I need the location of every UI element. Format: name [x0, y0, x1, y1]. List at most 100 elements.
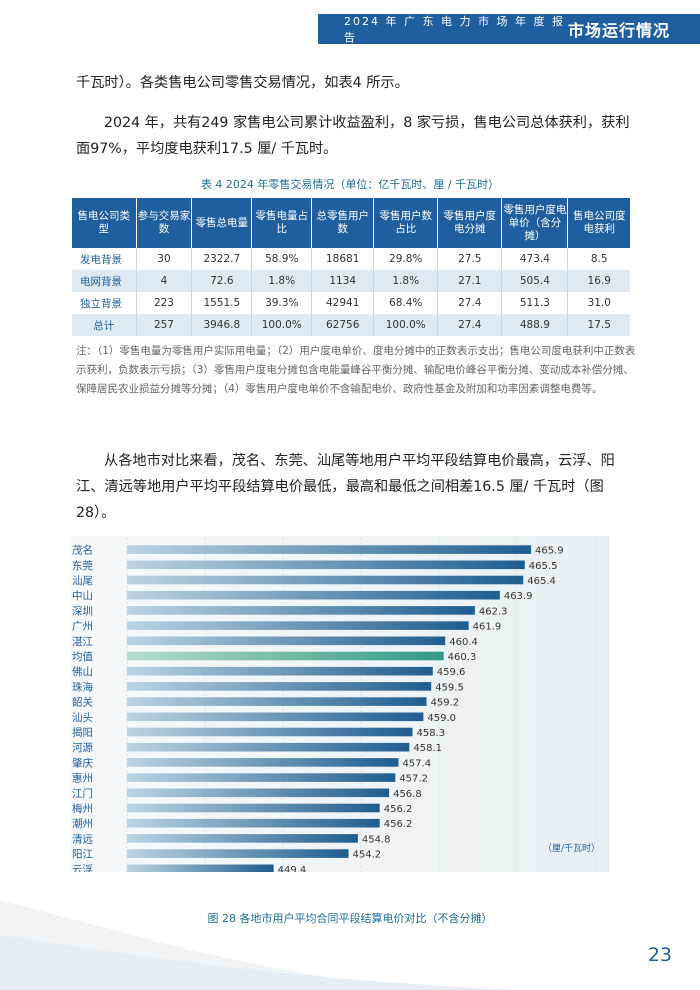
data-label: 459.2: [431, 698, 460, 709]
table-cell: 27.4: [437, 292, 503, 314]
table-cell: 30: [136, 248, 193, 270]
bar: [127, 575, 524, 585]
table-row: 电网背景 4 72.6 1.8% 1134 1.8% 27.1 505.4 16…: [72, 270, 630, 292]
table-header-cell: 总零售用户数: [311, 198, 375, 248]
bar: [127, 818, 380, 828]
table-header-cell: 售电公司度电获利: [567, 198, 630, 248]
bar: [127, 636, 446, 646]
bar: [127, 758, 399, 767]
bar: [127, 742, 410, 752]
data-label: 456.2: [384, 804, 413, 815]
table-cell: 16.9: [567, 270, 630, 292]
table-cell: 505.4: [501, 270, 569, 292]
table-cell: 电网背景: [72, 270, 137, 292]
price-bar-chart-container: 茂名 465.9 东莞 465.5 汕尾 465.4 中山 463.9 深圳 462.3 广州 461…: [70, 532, 630, 897]
table-header-cell: 售电公司类型: [72, 198, 137, 248]
data-label: 454.8: [362, 834, 391, 845]
bar: [127, 864, 274, 874]
table-cell: 257: [136, 314, 193, 336]
category-label: 揭阳: [72, 726, 93, 739]
category-label: 梅州: [72, 802, 93, 815]
category-label: 云浮: [72, 864, 93, 872]
table-cell: 223: [136, 292, 193, 314]
data-label: 449.4: [278, 865, 307, 872]
category-label: 佛山: [72, 665, 93, 678]
bar: [127, 606, 475, 615]
table-cell: 39.3%: [251, 292, 313, 314]
category-label: 河源: [72, 741, 93, 754]
bar: [127, 560, 525, 570]
category-label: 韶关: [72, 696, 93, 709]
bar: [127, 682, 432, 691]
bar: [127, 697, 427, 706]
data-label: 462.3: [479, 606, 508, 617]
bar: [127, 621, 469, 630]
bar: [127, 834, 358, 843]
section-title: 市场运行情况: [568, 21, 671, 40]
report-title: 2024 年 广 东 电 力 市 场 年 度 报 告: [344, 15, 565, 44]
table-row: 独立背景 223 1551.5 39.3% 42941 68.4% 27.4 5…: [72, 292, 630, 314]
data-label: 459.6: [437, 667, 466, 678]
category-label: 汕头: [72, 712, 93, 724]
table-total-row: 总计 257 3946.8 100.0% 62756 100.0% 27.4 4…: [72, 314, 630, 336]
table-cell: 4: [136, 270, 193, 292]
table-cell: 17.5: [567, 314, 630, 336]
table-cell: 1551.5: [191, 292, 253, 314]
bar: [127, 803, 380, 813]
bar: [127, 773, 396, 782]
bar: [127, 727, 413, 737]
table-header-cell: 参与交易家数: [136, 198, 193, 248]
table-cell: 2322.7: [191, 248, 253, 270]
table-cell: 100.0%: [251, 314, 313, 336]
table-cell: 31.0: [587, 297, 611, 309]
data-label: 465.5: [529, 561, 558, 572]
category-label: 江门: [72, 787, 93, 800]
page-number: 23: [647, 944, 672, 966]
bar-highlight: [127, 651, 444, 661]
paragraph-3: 从各地市对比来看，茂名、东莞、汕尾等地用户平均平段结算电价最高，云浮、阳江、清远…: [76, 453, 615, 521]
table-cell: 1134: [311, 270, 375, 292]
table-cell: 473.4: [501, 248, 569, 270]
table-cell: 27.5: [437, 248, 503, 270]
figure-caption: 图 28 各地市用户平均合同平段结算电价对比（不含分摊）: [207, 912, 493, 925]
bar: [127, 666, 433, 676]
table-cell: 1.8%: [251, 270, 313, 292]
category-label: 清远: [72, 832, 93, 845]
table-cell: 1.8%: [373, 270, 439, 292]
data-label: 458.1: [413, 743, 442, 754]
table-cell: 488.9: [501, 314, 569, 336]
table-cell: 29.8%: [373, 248, 439, 270]
table-cell: 独立背景: [72, 292, 137, 314]
data-label: 465.9: [535, 546, 564, 557]
data-label: 459.0: [427, 713, 456, 724]
data-label: 454.2: [353, 850, 382, 861]
table-caption: 表 4 2024 年零售交易情况（单位：亿千瓦时、厘 / 千瓦时）: [200, 178, 500, 191]
data-label: 460.4: [449, 637, 478, 648]
table-cell: 8.5: [590, 253, 608, 265]
paragraph-1: 千瓦时）。各类售电公司零售交易情况，如表4 所示。: [76, 75, 409, 91]
table-cell: 27.4: [437, 314, 503, 336]
category-label: 阳江: [72, 849, 93, 861]
bar: [127, 788, 390, 798]
table-header-cell: 零售电量占比: [251, 198, 313, 248]
table-cell: 62756: [311, 314, 375, 336]
retail-trading-table: 售电公司类型 参与交易家数 零售总电量 零售电量占比 总零售用户数 零售用户数占…: [72, 198, 630, 336]
table-header-cell: 零售用户度电单价（含分摊）: [501, 198, 569, 248]
table-cell: 100.0%: [373, 314, 439, 336]
chart-unit-label: （厘/千瓦时）: [543, 842, 600, 854]
data-label: 463.9: [504, 591, 533, 602]
bar: [127, 712, 424, 722]
data-label: 460.3: [448, 652, 477, 663]
data-label: 459.5: [435, 682, 464, 693]
header-band: 2024 年 广 东 电 力 市 场 年 度 报 告 市场运行情况: [318, 14, 700, 44]
table-cell: 42941: [311, 292, 375, 314]
bar: [127, 849, 349, 858]
category-label: 茂名: [72, 544, 93, 557]
table-cell: 总计: [72, 314, 137, 336]
category-label: 肇庆: [72, 756, 93, 769]
table-cell: 18681: [311, 248, 375, 270]
table-header-row: 售电公司类型 参与交易家数 零售总电量 零售电量占比 总零售用户数 零售用户数占…: [72, 198, 630, 248]
data-label: 461.9: [473, 622, 502, 633]
category-label: 汕尾: [72, 575, 93, 587]
data-label: 456.2: [384, 819, 413, 830]
